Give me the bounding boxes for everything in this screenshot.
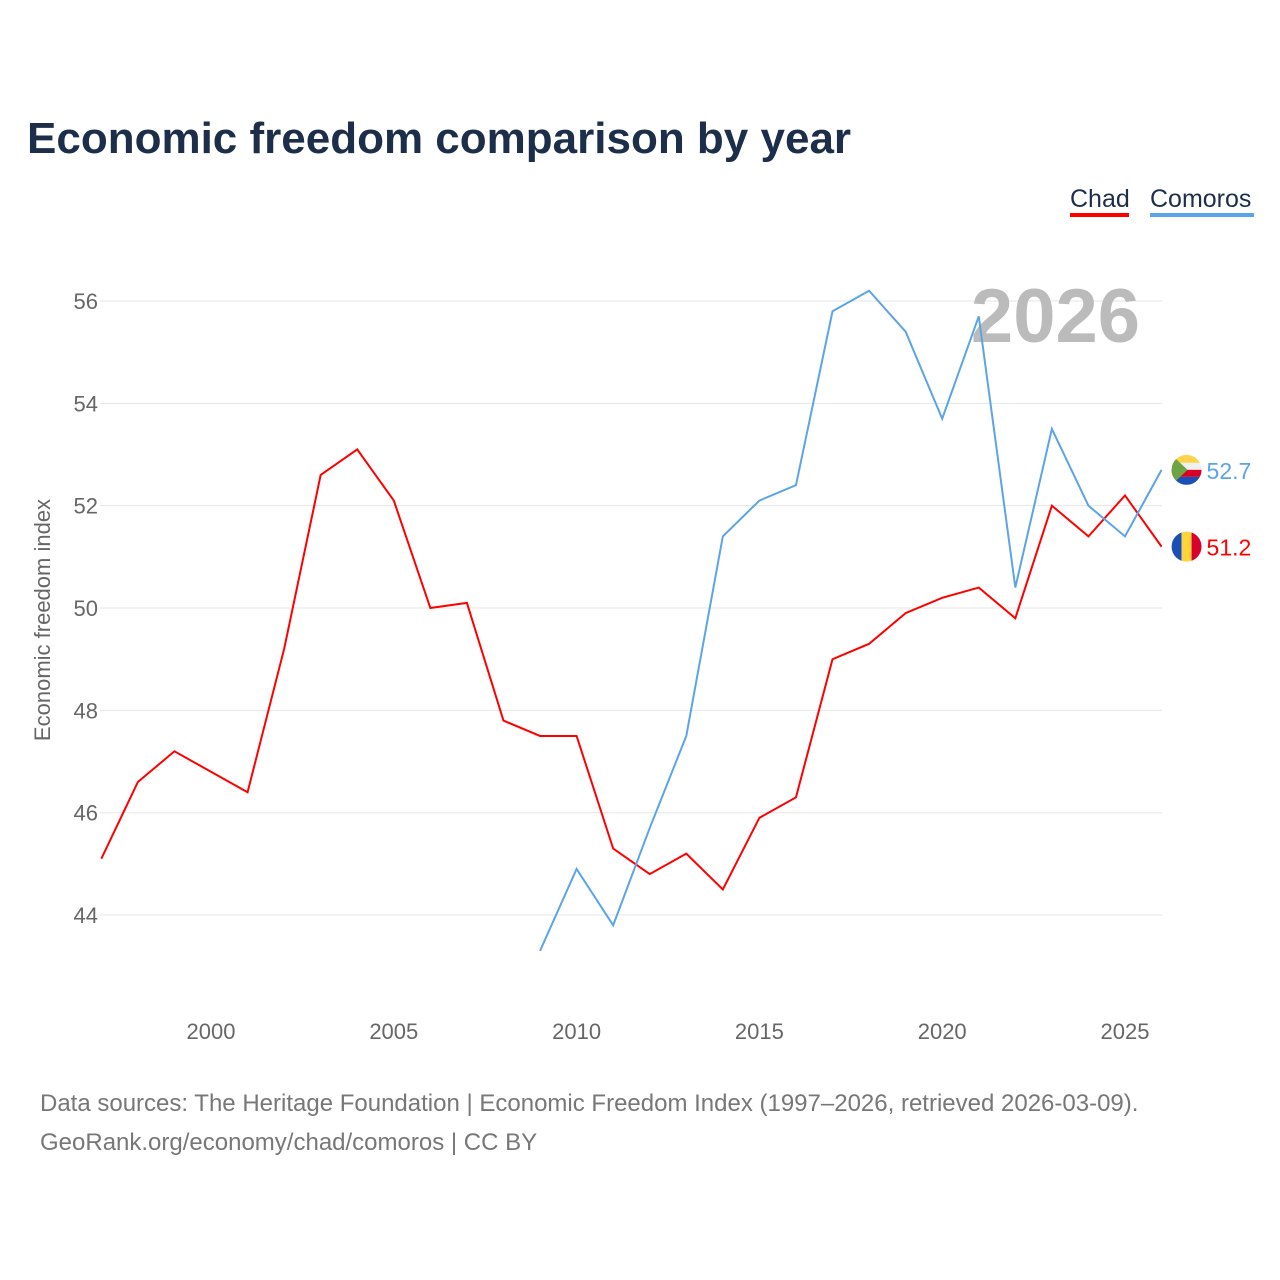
year-watermark: 2026 — [971, 274, 1140, 359]
x-tick-label: 2025 — [1101, 1019, 1150, 1044]
source-url[interactable]: GeoRank.org/economy/chad/comoros | CC BY — [40, 1129, 537, 1156]
legend-label: Chad — [1070, 185, 1130, 213]
source-line: Data sources: The Heritage Foundation | … — [40, 1090, 1138, 1117]
gridlines: 44 46 48 50 52 54 56 2000 2005 2010 2015 2020 2025 — [74, 289, 1162, 1044]
legend-swatch — [1070, 213, 1129, 217]
legend-item-chad[interactable]: Chad — [1070, 185, 1130, 217]
y-tick-label: 54 — [74, 391, 98, 416]
chad-flag-icon — [1171, 531, 1202, 562]
y-tick-label: 44 — [74, 903, 98, 928]
end-value-label: 51.2 — [1207, 535, 1252, 561]
x-tick-label: 2020 — [918, 1019, 967, 1044]
y-tick-label: 50 — [74, 596, 98, 621]
chart-title: Economic freedom comparison by year — [27, 114, 851, 163]
x-tick-label: 2005 — [369, 1019, 418, 1044]
legend-item-comoros[interactable]: Comoros — [1150, 185, 1254, 217]
x-tick-label: 2010 — [552, 1019, 601, 1044]
y-tick-label: 52 — [74, 494, 98, 519]
series-lines: 51.2 52.7 — [100, 289, 1252, 952]
x-tick-label: 2015 — [735, 1019, 784, 1044]
end-value-label: 52.7 — [1207, 458, 1252, 484]
series-line-comoros — [539, 289, 1163, 952]
y-axis-label: Economic freedom index — [30, 499, 55, 741]
x-tick-label: 2000 — [187, 1019, 236, 1044]
y-tick-label: 56 — [74, 289, 98, 314]
comoros-flag-icon — [1171, 454, 1202, 485]
legend: Chad Comoros — [1070, 185, 1254, 217]
legend-swatch — [1150, 213, 1254, 217]
legend-label: Comoros — [1150, 185, 1251, 213]
y-tick-label: 48 — [74, 698, 98, 723]
series-line-chad — [100, 448, 1163, 892]
y-tick-label: 46 — [74, 801, 98, 826]
